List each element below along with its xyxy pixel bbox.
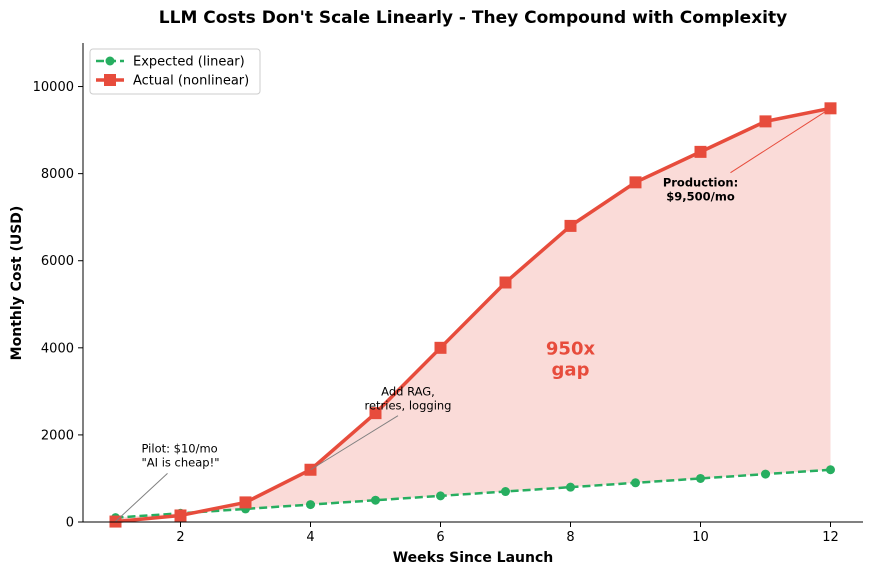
data-point-actual [499, 276, 512, 289]
data-point-actual [174, 509, 187, 522]
gap-label: gap [552, 360, 590, 381]
x-tick-label: 6 [436, 530, 444, 545]
annotation-text: Add RAG, [381, 385, 435, 399]
annotation-text: $9,500/mo [666, 190, 735, 204]
data-point-expected [826, 465, 835, 475]
y-tick-label: 6000 [41, 254, 74, 269]
annotation-text: retries, logging [365, 399, 452, 413]
axes: 2 4 6 8 10 12 0 2000 4000 6000 8000 10000 [33, 43, 863, 545]
legend-marker [104, 74, 116, 86]
data-point-expected [566, 482, 575, 492]
data-point-expected [761, 469, 770, 479]
gap-fill-area [115, 108, 831, 522]
gap-label: 950x [546, 339, 596, 360]
data-point-expected [436, 491, 445, 501]
y-tick-label: 10000 [33, 80, 74, 95]
annotation-text: Pilot: $10/mo [142, 441, 218, 455]
legend: Expected (linear) Actual (nonlinear) [89, 48, 261, 95]
y-tick-label: 0 [66, 516, 74, 531]
y-tick-label: 8000 [41, 167, 74, 182]
y-axis-label: Monthly Cost (USD) [9, 206, 25, 361]
plot-area: Pilot: $10/mo"AI is cheap!" Add RAG,retri… [109, 102, 837, 528]
y-tick-label: 2000 [41, 428, 74, 443]
x-tick-label: 4 [306, 530, 314, 545]
data-point-expected [696, 473, 705, 483]
x-tick-label: 2 [176, 530, 184, 545]
annotations: Pilot: $10/mo"AI is cheap!" Add RAG,retri… [115, 107, 831, 522]
x-axis-label: Weeks Since Launch [393, 550, 554, 566]
x-tick-label: 12 [822, 530, 839, 545]
y-tick-label: 4000 [41, 341, 74, 356]
annotation-arrow [115, 472, 168, 522]
legend-label: Expected (linear) [133, 55, 245, 70]
data-point-expected [306, 500, 315, 510]
annotation-text: "AI is cheap!" [142, 455, 220, 469]
chart-title: LLM Costs Don't Scale Linearly - They Co… [159, 8, 787, 28]
annotation-arrow [310, 415, 399, 471]
data-point-actual [239, 496, 252, 509]
legend-label: Actual (nonlinear) [133, 74, 249, 89]
x-tick-label: 8 [566, 530, 574, 545]
data-point-actual [564, 219, 577, 232]
series-line-actual [115, 106, 831, 524]
data-point-expected [631, 478, 640, 488]
annotation-text: Production: [663, 176, 738, 190]
data-point-actual [694, 145, 707, 158]
data-point-actual [759, 115, 772, 128]
annotation-arrow [730, 107, 831, 174]
x-tick-label: 10 [692, 530, 709, 545]
data-point-expected [371, 495, 380, 505]
data-point-expected [501, 487, 510, 497]
legend-marker [105, 56, 115, 66]
data-point-actual [434, 341, 447, 354]
data-point-actual [629, 176, 642, 189]
legend-box [89, 48, 261, 95]
data-point-actual [369, 407, 382, 420]
